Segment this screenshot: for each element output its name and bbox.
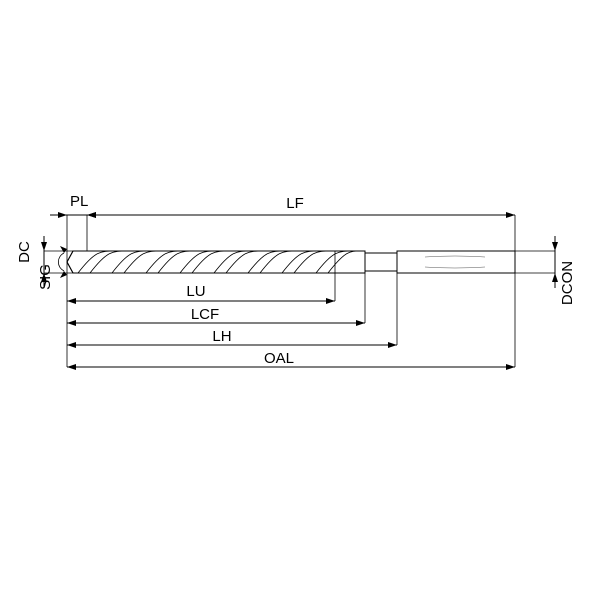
label-lu: LU [186, 283, 205, 300]
label-dcon: DCON [559, 261, 576, 305]
dimension-labels: PL LF LU LCF LH OAL DC SIG DCON [16, 193, 576, 367]
label-lcf: LCF [191, 306, 219, 323]
label-sig: SIG [37, 264, 54, 290]
label-oal: OAL [264, 350, 294, 367]
drill-dimension-diagram: PL LF LU LCF LH OAL DC SIG DCON [0, 0, 600, 600]
drill-bit [67, 251, 515, 273]
label-lf: LF [286, 195, 304, 212]
horizontal-dimensions [50, 212, 515, 370]
label-lh: LH [212, 328, 231, 345]
label-dc: DC [16, 241, 33, 263]
label-pl: PL [70, 193, 88, 210]
extension-lines [44, 215, 555, 367]
